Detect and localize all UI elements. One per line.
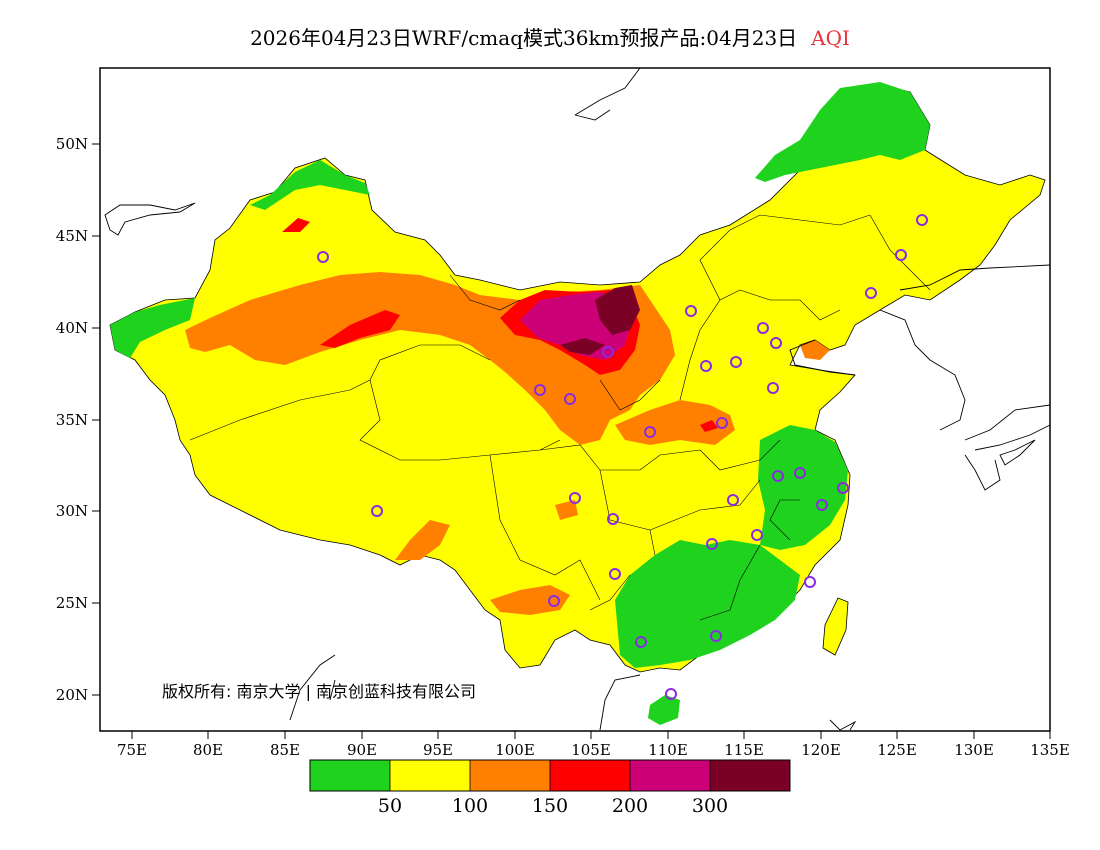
- station-marker: [716, 417, 728, 429]
- station-marker: [816, 499, 828, 511]
- station-marker: [757, 322, 769, 334]
- copyright-text: 版权所有: 南京大学 | 南京创蓝科技有限公司: [162, 682, 476, 701]
- province-boundaries: [189, 214, 931, 621]
- green-zone-south: [615, 540, 800, 668]
- lon-label: 135E: [1030, 741, 1070, 759]
- station-marker: [609, 568, 621, 580]
- station-marker: [794, 467, 806, 479]
- lon-label: 80E: [193, 741, 223, 759]
- colorbar-swatch-4: [550, 760, 630, 791]
- lat-label: 25N: [56, 594, 88, 612]
- station-marker: [770, 337, 782, 349]
- taiwan: [822, 597, 849, 656]
- colorbar-label: 50: [378, 795, 402, 817]
- lat-label: 50N: [56, 135, 88, 153]
- green-zone-xinjiang-north: [250, 160, 370, 210]
- colorbar: 50 100 150 200 300: [309, 759, 791, 817]
- neighbor-coastlines: [104, 68, 1050, 731]
- city-stations: [317, 214, 928, 700]
- station-marker: [700, 360, 712, 372]
- station-marker: [607, 513, 619, 525]
- station-marker: [710, 630, 722, 642]
- lon-label: 90E: [347, 741, 377, 759]
- station-marker: [569, 492, 581, 504]
- red-zone-gansu: [320, 310, 400, 348]
- maroon-zone: [595, 285, 640, 335]
- lon-label: 130E: [954, 741, 994, 759]
- station-marker: [644, 426, 656, 438]
- lat-axis: [92, 143, 100, 696]
- lon-label: 110E: [648, 741, 688, 759]
- lat-labels: 50N 45N 40N 35N 30N 25N 20N: [56, 135, 88, 704]
- red-zone-henan: [700, 420, 718, 432]
- maroon-zone-2: [560, 338, 605, 355]
- green-zone-hainan: [648, 695, 680, 725]
- station-marker: [534, 384, 546, 396]
- orange-zone-yunnan: [490, 585, 570, 615]
- green-zone-xinjiang-west: [110, 298, 195, 358]
- station-marker: [804, 576, 816, 588]
- lon-label: 95E: [423, 741, 453, 759]
- lat-label: 40N: [56, 319, 88, 337]
- station-marker: [837, 482, 849, 494]
- colorbar-label: 150: [532, 795, 568, 817]
- station-marker: [916, 214, 928, 226]
- orange-zone-shandong: [800, 340, 830, 360]
- station-marker: [751, 529, 763, 541]
- station-marker: [730, 356, 742, 368]
- colorbar-label: 100: [452, 795, 488, 817]
- lat-label: 45N: [56, 227, 88, 245]
- colorbar-swatch-1: [310, 760, 390, 791]
- lat-label: 35N: [56, 411, 88, 429]
- map-content: 版权所有: 南京大学 | 南京创蓝科技有限公司: [104, 68, 1050, 731]
- station-marker: [727, 494, 739, 506]
- station-marker: [548, 595, 560, 607]
- green-zone-southeast: [758, 425, 848, 550]
- colorbar-swatch-6: [710, 760, 790, 791]
- station-marker: [635, 636, 647, 648]
- lon-label: 120E: [801, 741, 841, 759]
- station-marker: [767, 382, 779, 394]
- green-zone-northeast: [755, 82, 930, 182]
- station-marker: [772, 470, 784, 482]
- lon-label: 105E: [571, 741, 611, 759]
- station-marker: [564, 393, 576, 405]
- lon-axis: [131, 731, 1051, 739]
- lon-label: 115E: [724, 741, 764, 759]
- colorbar-swatch-5: [630, 760, 710, 791]
- colorbar-label: 300: [692, 795, 728, 817]
- colorbar-swatch-2: [390, 760, 470, 791]
- lon-label: 125E: [877, 741, 917, 759]
- orange-zone-sichuan: [555, 500, 578, 520]
- map-title: 2026年04月23日WRF/cmaq模式36km预报产品:04月23日 AQI: [0, 22, 1100, 51]
- station-marker: [665, 688, 677, 700]
- station-marker: [895, 249, 907, 261]
- lon-label: 85E: [270, 741, 300, 759]
- lat-label: 30N: [56, 502, 88, 520]
- station-marker: [602, 346, 614, 358]
- colorbar-swatch-3: [470, 760, 550, 791]
- title-main: 2026年04月23日WRF/cmaq模式36km预报产品:04月23日: [250, 26, 798, 50]
- orange-zone-tibet-south: [395, 520, 450, 560]
- lon-label: 100E: [495, 741, 535, 759]
- station-marker: [865, 287, 877, 299]
- colorbar-label: 200: [612, 795, 648, 817]
- lat-label: 20N: [56, 686, 88, 704]
- title-variable: AQI: [811, 26, 850, 50]
- station-marker: [706, 538, 718, 550]
- lon-label: 75E: [117, 741, 147, 759]
- station-marker: [317, 251, 329, 263]
- station-marker: [685, 305, 697, 317]
- lon-labels: 75E 80E 85E 90E 95E 100E 105E 110E 115E …: [117, 741, 1070, 759]
- station-marker: [371, 505, 383, 517]
- red-zone-xinjiang: [282, 218, 310, 232]
